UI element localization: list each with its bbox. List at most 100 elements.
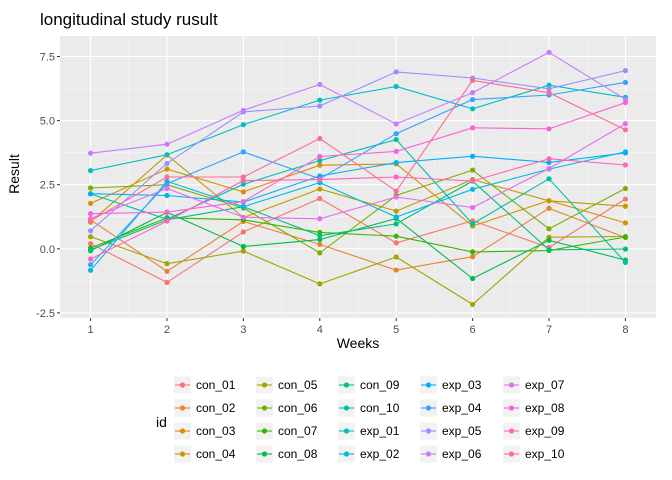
data-point (470, 106, 476, 112)
data-point (546, 90, 552, 96)
data-point (317, 176, 323, 183)
legend-label: exp_02 (360, 447, 400, 461)
data-point (164, 209, 170, 215)
legend-item-exp_10: exp_10 (503, 445, 565, 463)
data-point (546, 49, 552, 56)
data-point (622, 203, 629, 209)
legend-label: con_02 (196, 401, 236, 415)
data-point (164, 166, 170, 172)
legend-label: con_03 (196, 424, 236, 438)
data-point (393, 194, 399, 200)
legend-item-exp_06: exp_06 (420, 445, 482, 463)
legend-item-con_02: con_02 (174, 399, 236, 417)
data-point (393, 160, 399, 166)
series-exp_08 (87, 100, 629, 217)
x-tick-label: 4 (317, 324, 323, 336)
legend-item-exp_01: exp_01 (338, 422, 400, 440)
data-point (470, 153, 476, 159)
x-tick-label: 7 (546, 324, 552, 336)
series-line (90, 197, 626, 284)
x-tick-label: 8 (622, 324, 628, 336)
data-point (470, 77, 476, 83)
x-tick-label: 2 (164, 324, 170, 336)
data-point (164, 268, 170, 274)
data-point (317, 157, 323, 164)
data-point (393, 240, 399, 246)
y-tick-label: 2.5 (40, 180, 55, 192)
data-point (470, 249, 476, 255)
data-point (164, 218, 170, 224)
series-line (90, 158, 626, 260)
legend-label: con_05 (278, 378, 318, 392)
series-line (90, 138, 626, 263)
y-tick-label: -2.5 (36, 308, 55, 320)
legend-item-exp_04: exp_04 (420, 399, 482, 417)
data-point (317, 97, 323, 103)
legend-item-con_03: con_03 (174, 422, 236, 440)
data-point (87, 191, 94, 197)
legend-title: id (156, 414, 167, 430)
data-point (240, 214, 246, 220)
data-point (240, 189, 246, 195)
data-point (87, 200, 94, 207)
y-tick-label: 5.0 (40, 116, 55, 128)
data-point (87, 167, 94, 174)
data-point (87, 267, 94, 273)
data-point (546, 165, 552, 172)
series-line (90, 79, 626, 222)
legend-label: con_04 (196, 447, 236, 461)
legend-key-point (425, 451, 432, 457)
data-point (393, 208, 399, 214)
data-point (622, 79, 629, 86)
legend-key-point (261, 382, 268, 388)
data-point (164, 279, 170, 285)
data-point (470, 254, 476, 260)
data-point (622, 246, 629, 252)
data-point (87, 234, 94, 240)
legend-item-con_10: con_10 (338, 399, 400, 417)
data-point (164, 160, 170, 167)
data-point (317, 241, 323, 248)
legend-key-point (343, 382, 350, 388)
data-point (546, 198, 552, 204)
data-point (87, 211, 94, 217)
data-point (164, 192, 170, 199)
data-point (622, 196, 629, 202)
legend-label: exp_07 (525, 378, 565, 392)
data-point (164, 152, 170, 158)
data-point (317, 162, 323, 168)
legend-key-point (179, 428, 186, 434)
data-point (317, 216, 323, 222)
legend-item-con_01: con_01 (174, 376, 236, 394)
data-point (546, 159, 552, 165)
legend-key-point (508, 428, 515, 434)
data-point (470, 301, 476, 308)
y-axis-title: Result (6, 154, 22, 194)
legend-key-point (508, 382, 515, 388)
legend-key-point (508, 451, 515, 457)
legend-item-exp_03: exp_03 (420, 376, 482, 394)
legend-label: exp_01 (360, 424, 400, 438)
data-point (317, 81, 323, 88)
data-point (622, 162, 629, 168)
series-line (90, 84, 626, 172)
data-point (87, 218, 94, 224)
legend-item-con_06: con_06 (256, 399, 318, 417)
data-point (546, 126, 552, 132)
data-point (317, 135, 323, 142)
legend-label: con_10 (360, 401, 400, 415)
data-point (393, 214, 399, 220)
data-point (546, 176, 552, 182)
legend-label: exp_04 (442, 401, 482, 415)
legend-item-con_07: con_07 (256, 422, 318, 440)
data-point (470, 125, 476, 131)
data-point (317, 281, 323, 287)
data-point (622, 100, 629, 106)
series-line (90, 152, 626, 203)
data-point (240, 177, 246, 184)
data-point (546, 247, 552, 253)
data-point (87, 228, 94, 234)
legend-item-exp_07: exp_07 (503, 376, 565, 394)
data-point (317, 233, 323, 239)
